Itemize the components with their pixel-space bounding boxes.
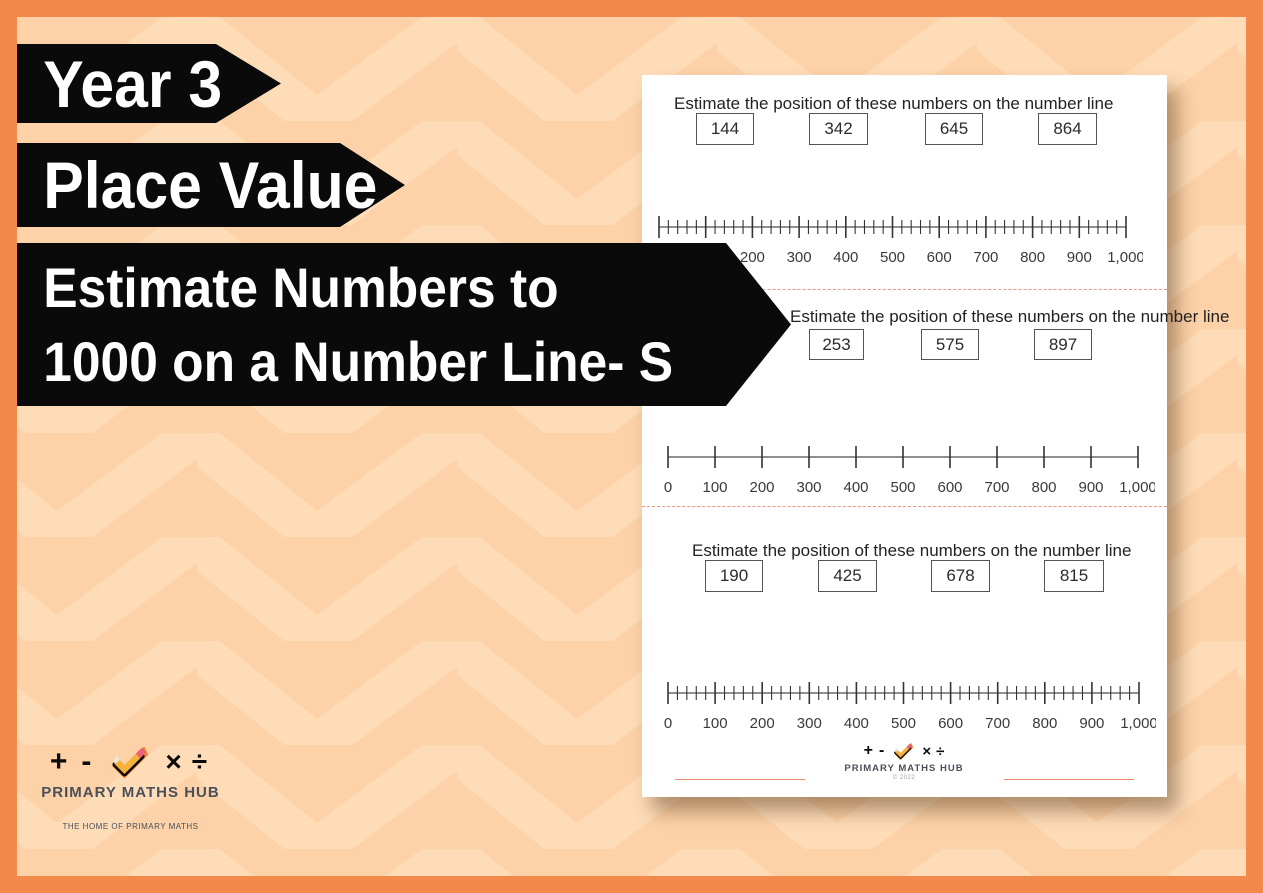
- svg-text:600: 600: [938, 715, 963, 731]
- svg-text:900: 900: [1078, 479, 1103, 495]
- svg-text:900: 900: [1079, 715, 1104, 731]
- svg-text:1,000: 1,000: [1120, 715, 1156, 731]
- svg-text:300: 300: [797, 715, 822, 731]
- svg-text:500: 500: [880, 249, 905, 265]
- svg-text:600: 600: [927, 249, 952, 265]
- svg-text:200: 200: [740, 249, 765, 265]
- svg-text:0: 0: [664, 715, 672, 731]
- svg-text:700: 700: [985, 715, 1010, 731]
- svg-text:1,000: 1,000: [1119, 479, 1155, 495]
- svg-text:700: 700: [973, 249, 998, 265]
- svg-text:200: 200: [749, 479, 774, 495]
- svg-text:600: 600: [937, 479, 962, 495]
- svg-text:400: 400: [833, 249, 858, 265]
- svg-text:400: 400: [843, 479, 868, 495]
- svg-text:700: 700: [984, 479, 1009, 495]
- svg-text:500: 500: [890, 479, 915, 495]
- svg-text:900: 900: [1067, 249, 1092, 265]
- svg-text:500: 500: [891, 715, 916, 731]
- svg-text:300: 300: [796, 479, 821, 495]
- svg-text:100: 100: [702, 479, 727, 495]
- svg-text:200: 200: [750, 715, 775, 731]
- svg-text:800: 800: [1020, 249, 1045, 265]
- svg-text:400: 400: [844, 715, 869, 731]
- svg-text:1,000: 1,000: [1107, 249, 1143, 265]
- svg-text:0: 0: [664, 479, 672, 495]
- svg-text:800: 800: [1031, 479, 1056, 495]
- svg-text:800: 800: [1032, 715, 1057, 731]
- svg-text:100: 100: [703, 715, 728, 731]
- svg-text:300: 300: [787, 249, 812, 265]
